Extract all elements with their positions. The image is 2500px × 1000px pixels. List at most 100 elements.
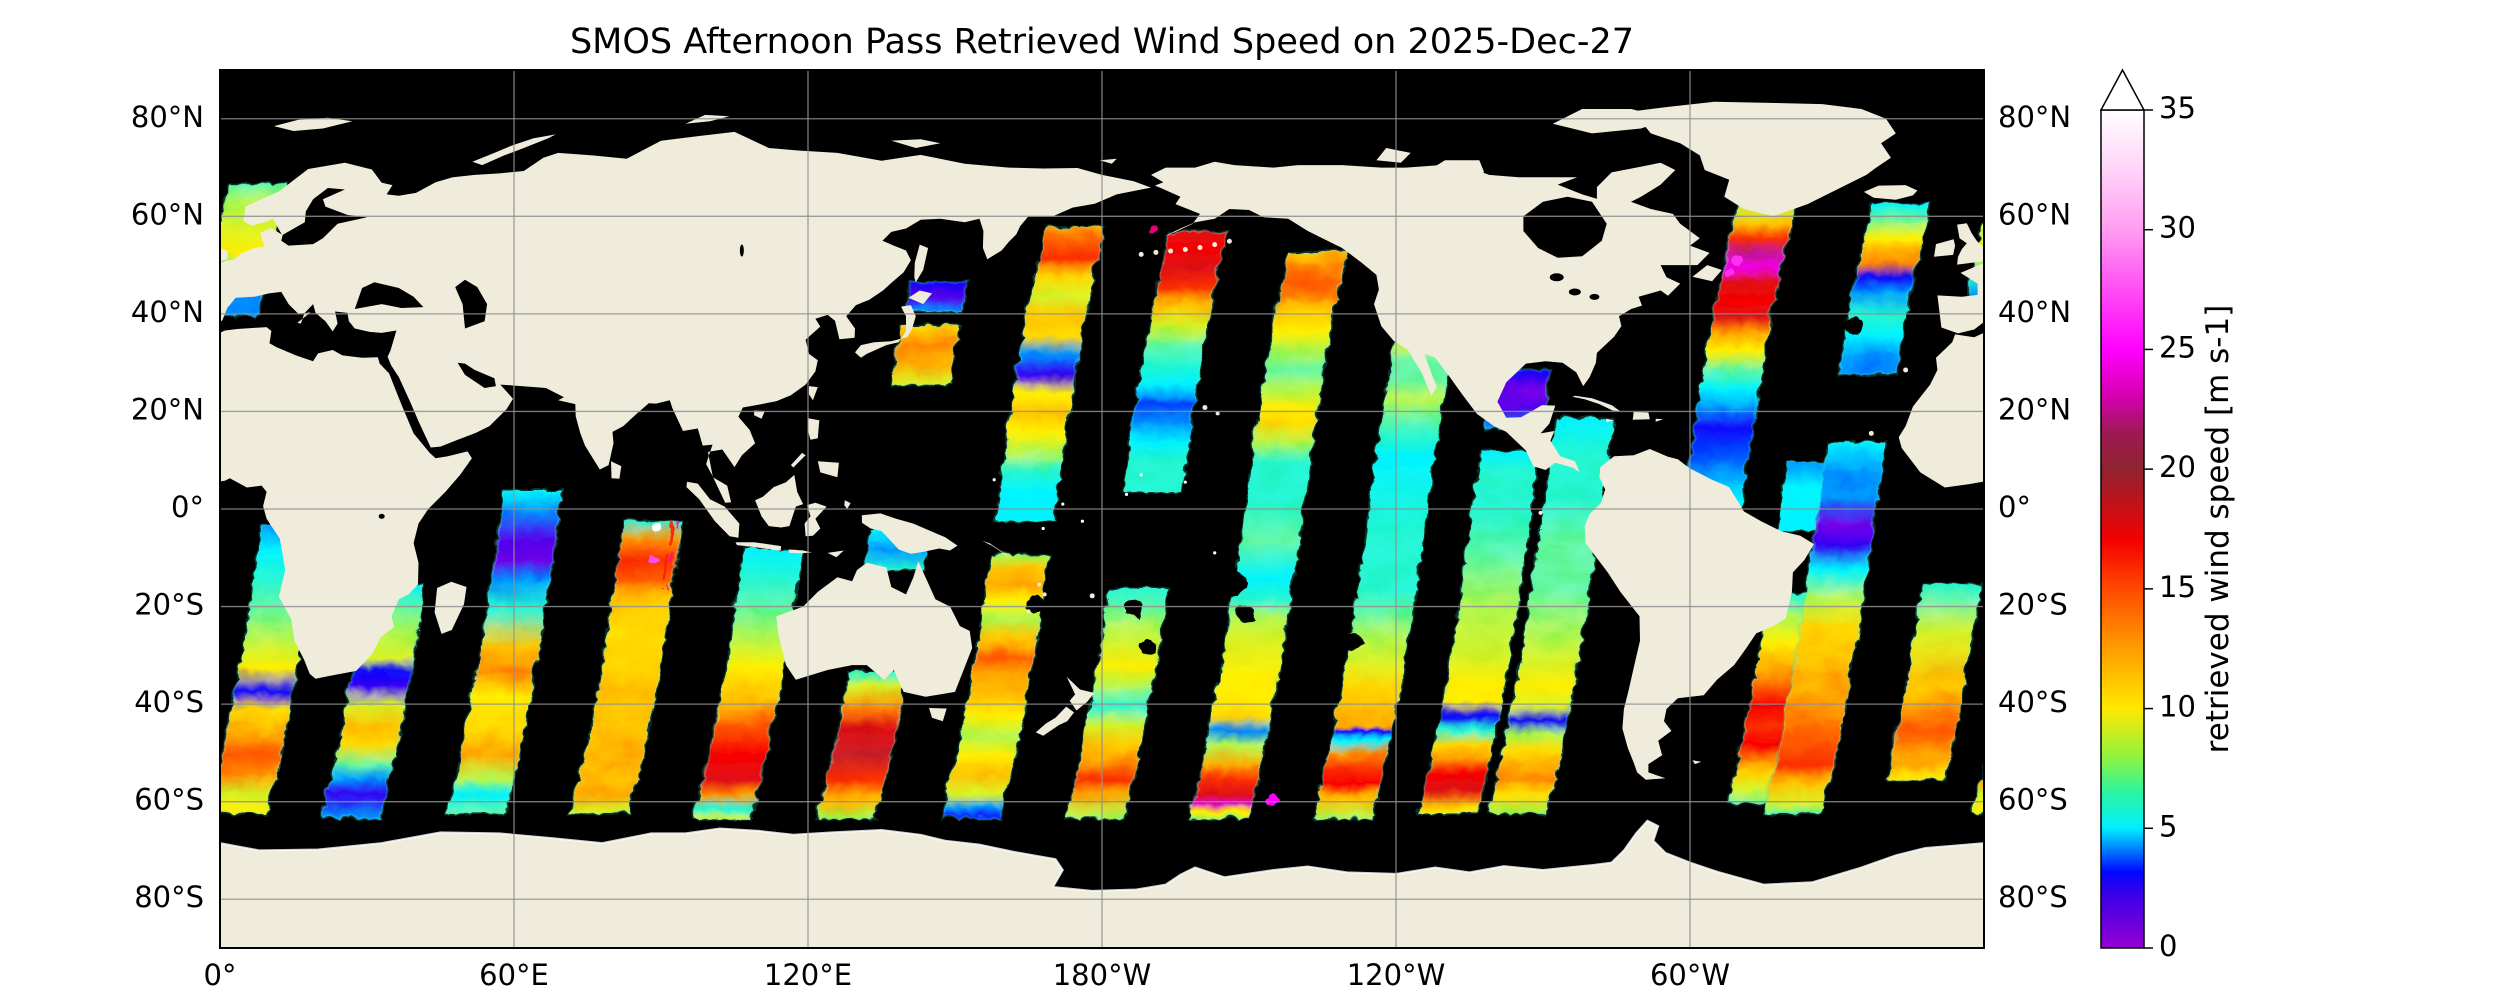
- landmass: [844, 500, 851, 509]
- graticule: [220, 70, 1984, 948]
- swath-texture: [1761, 440, 1884, 812]
- lat-tick-label-left: 60°N: [131, 197, 204, 231]
- lat-tick-label-left: 0°: [171, 490, 204, 524]
- atoll: [1124, 492, 1129, 496]
- colorbar-tick-label: 10: [2159, 690, 2196, 724]
- rfi-hotspot: [648, 553, 657, 562]
- landmass: [861, 513, 958, 554]
- landmass: [1631, 101, 1896, 217]
- colorbar-axis-label: retrieved wind speed [m s-1]: [2200, 305, 2236, 754]
- island: [1226, 238, 1232, 244]
- island: [1168, 248, 1174, 254]
- landmass: [1066, 676, 1095, 711]
- landmass: [827, 550, 844, 558]
- colorbar-tick-label: 0: [2159, 929, 2177, 963]
- landmass: [855, 305, 916, 358]
- island: [1197, 245, 1203, 251]
- inland-sea: [455, 279, 488, 329]
- landmass: [686, 481, 740, 538]
- island: [1037, 582, 1042, 587]
- colorbar-tick-label: 20: [2159, 450, 2196, 484]
- landmass: [804, 502, 827, 537]
- lon-tick-label: 120°E: [764, 958, 852, 992]
- lon-tick-label: 60°W: [1650, 958, 1730, 992]
- landmass: [817, 461, 839, 478]
- landmass: [1632, 411, 1650, 420]
- landmass: [220, 131, 1151, 503]
- lon-tick-label: 180°W: [1053, 958, 1152, 992]
- inland-sea: [1523, 196, 1607, 258]
- swath-texture: [1121, 231, 1226, 490]
- atoll: [1080, 519, 1084, 523]
- landmass: [220, 327, 472, 679]
- atoll: [992, 478, 996, 482]
- rfi-hotspot: [1722, 265, 1731, 274]
- swath-texture: [1836, 201, 1930, 373]
- rfi-hotspot: [1147, 224, 1155, 233]
- lake: [1549, 273, 1564, 282]
- swath-texture: [691, 548, 800, 817]
- landmass: [1596, 162, 1676, 207]
- lat-tick-label-left: 60°S: [134, 783, 204, 817]
- lake: [739, 244, 744, 257]
- swath-texture: [939, 552, 1047, 817]
- lat-tick-label-right: 80°N: [1998, 100, 2071, 134]
- lake: [1568, 288, 1581, 296]
- swath-texture: [1486, 416, 1613, 812]
- landmass: [1099, 158, 1117, 164]
- landmass: [929, 708, 947, 722]
- lat-tick-label-right: 20°S: [1998, 588, 2068, 622]
- swath-texture: [1311, 265, 1466, 817]
- swath-texture: [902, 279, 967, 309]
- lon-tick-label: 120°W: [1347, 958, 1446, 992]
- lake: [378, 513, 385, 519]
- island: [1153, 249, 1159, 255]
- landmass: [809, 386, 818, 401]
- island: [1903, 367, 1909, 373]
- colorbar-tick-label: 5: [2159, 809, 2177, 843]
- map-plot-area: [220, 70, 1984, 948]
- swath-texture: [815, 670, 905, 817]
- colorbar-tick-label: 35: [2159, 91, 2196, 125]
- atoll: [1061, 502, 1065, 506]
- rfi-streak: [665, 518, 677, 588]
- swath-texture: [1885, 582, 1979, 778]
- lon-tick-label: 0°: [204, 958, 237, 992]
- lat-tick-label-left: 40°N: [131, 295, 204, 329]
- swath-texture: [444, 489, 560, 812]
- swath-texture: [993, 226, 1103, 519]
- landmass: [914, 244, 929, 283]
- lat-tick-label-right: 40°N: [1998, 295, 2071, 329]
- lake: [1589, 293, 1600, 300]
- island: [1042, 592, 1047, 597]
- landmass: [1376, 148, 1411, 163]
- lat-tick-label-right: 80°S: [1998, 880, 2068, 914]
- antarctica: [220, 819, 1984, 948]
- island-mask-hole: [1137, 636, 1156, 655]
- swath-texture: [889, 323, 958, 383]
- landmass: [1655, 418, 1664, 422]
- island: [1868, 430, 1874, 436]
- island: [1538, 510, 1543, 515]
- island: [1215, 411, 1220, 416]
- island: [1182, 247, 1188, 253]
- landmass: [220, 248, 228, 261]
- landmass: [808, 418, 820, 440]
- lat-tick-label-right: 60°S: [1998, 783, 2068, 817]
- colorbar-tick-label: 15: [2159, 570, 2196, 604]
- island-mask-hole: [1842, 314, 1861, 333]
- colorbar-tick-label: 30: [2159, 211, 2196, 245]
- island: [1089, 593, 1095, 599]
- landmass: [273, 117, 353, 131]
- swath-texture: [1187, 250, 1345, 817]
- lat-tick-label-right: 60°N: [1998, 197, 2071, 231]
- landmass: [1692, 760, 1702, 765]
- landmass: [1692, 265, 1722, 282]
- lat-tick-label-left: 20°N: [131, 392, 204, 426]
- landmass: [754, 410, 765, 419]
- inland-sea: [354, 282, 424, 309]
- landmass: [908, 290, 932, 305]
- landmass: [434, 581, 467, 634]
- page-title: SMOS Afternoon Pass Retrieved Wind Speed…: [570, 22, 1634, 62]
